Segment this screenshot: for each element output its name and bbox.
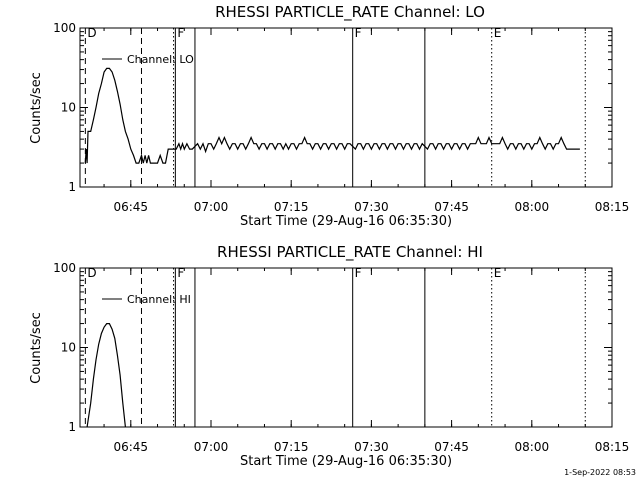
event-marker-label: D	[87, 26, 96, 40]
x-axis: 06:45 07:00 07:15 07:30 07:45 08:00 08:15	[103, 268, 630, 454]
x-tick-label: 07:00	[194, 440, 229, 454]
y-tick-label: 1	[68, 180, 76, 194]
x-tick-label: 08:15	[595, 440, 630, 454]
y-axis-label: Counts/sec	[29, 72, 44, 144]
series-line-channel-hi	[86, 323, 126, 428]
x-tick-label: 08:00	[515, 200, 550, 214]
event-marker-label: F	[177, 266, 184, 280]
event-marker-label: F	[177, 26, 184, 40]
x-axis: 06:45 07:00 07:15 07:30 07:45 08:00 08:15	[103, 28, 630, 214]
y-tick-label: 10	[61, 341, 76, 355]
legend-label: Channel: LO	[127, 53, 194, 66]
x-tick-label: 06:45	[113, 440, 148, 454]
x-tick-label: 07:15	[274, 200, 309, 214]
chart-title: RHESSI PARTICLE_RATE Channel: HI	[217, 243, 483, 262]
event-marker-label: D	[87, 266, 96, 280]
y-tick-label: 100	[53, 261, 76, 275]
x-tick-label: 06:45	[113, 200, 148, 214]
x-tick-label: 07:30	[354, 440, 389, 454]
event-marker-label: E	[494, 26, 502, 40]
event-marker-label: F	[355, 26, 362, 40]
x-tick-label: 07:30	[354, 200, 389, 214]
y-tick-label: 1	[68, 420, 76, 434]
x-tick-label: 07:45	[434, 200, 469, 214]
x-axis-label: Start Time (29-Aug-16 06:35:30)	[240, 214, 452, 229]
y-axis-label: Counts/sec	[29, 312, 44, 384]
event-marker-label: E	[494, 266, 502, 280]
y-tick-label: 100	[53, 21, 76, 35]
legend: Channel: HI	[102, 293, 191, 306]
x-tick-label: 08:00	[515, 440, 550, 454]
x-tick-label: 08:15	[595, 200, 630, 214]
x-tick-label: 07:45	[434, 440, 469, 454]
x-tick-label: 07:15	[274, 440, 309, 454]
footer-timestamp: 1-Sep-2022 08:53	[564, 468, 636, 477]
y-tick-label: 10	[61, 101, 76, 115]
y-axis: 1 10 100	[53, 261, 612, 434]
series-line-channel-lo	[84, 67, 580, 164]
legend-label: Channel: HI	[127, 293, 191, 306]
x-tick-label: 07:00	[194, 200, 229, 214]
chart-title: RHESSI PARTICLE_RATE Channel: LO	[215, 3, 485, 22]
event-marker-label: F	[355, 266, 362, 280]
x-axis-label: Start Time (29-Aug-16 06:35:30)	[240, 454, 452, 469]
legend: Channel: LO	[102, 53, 194, 66]
y-axis: 1 10 100	[53, 21, 612, 194]
